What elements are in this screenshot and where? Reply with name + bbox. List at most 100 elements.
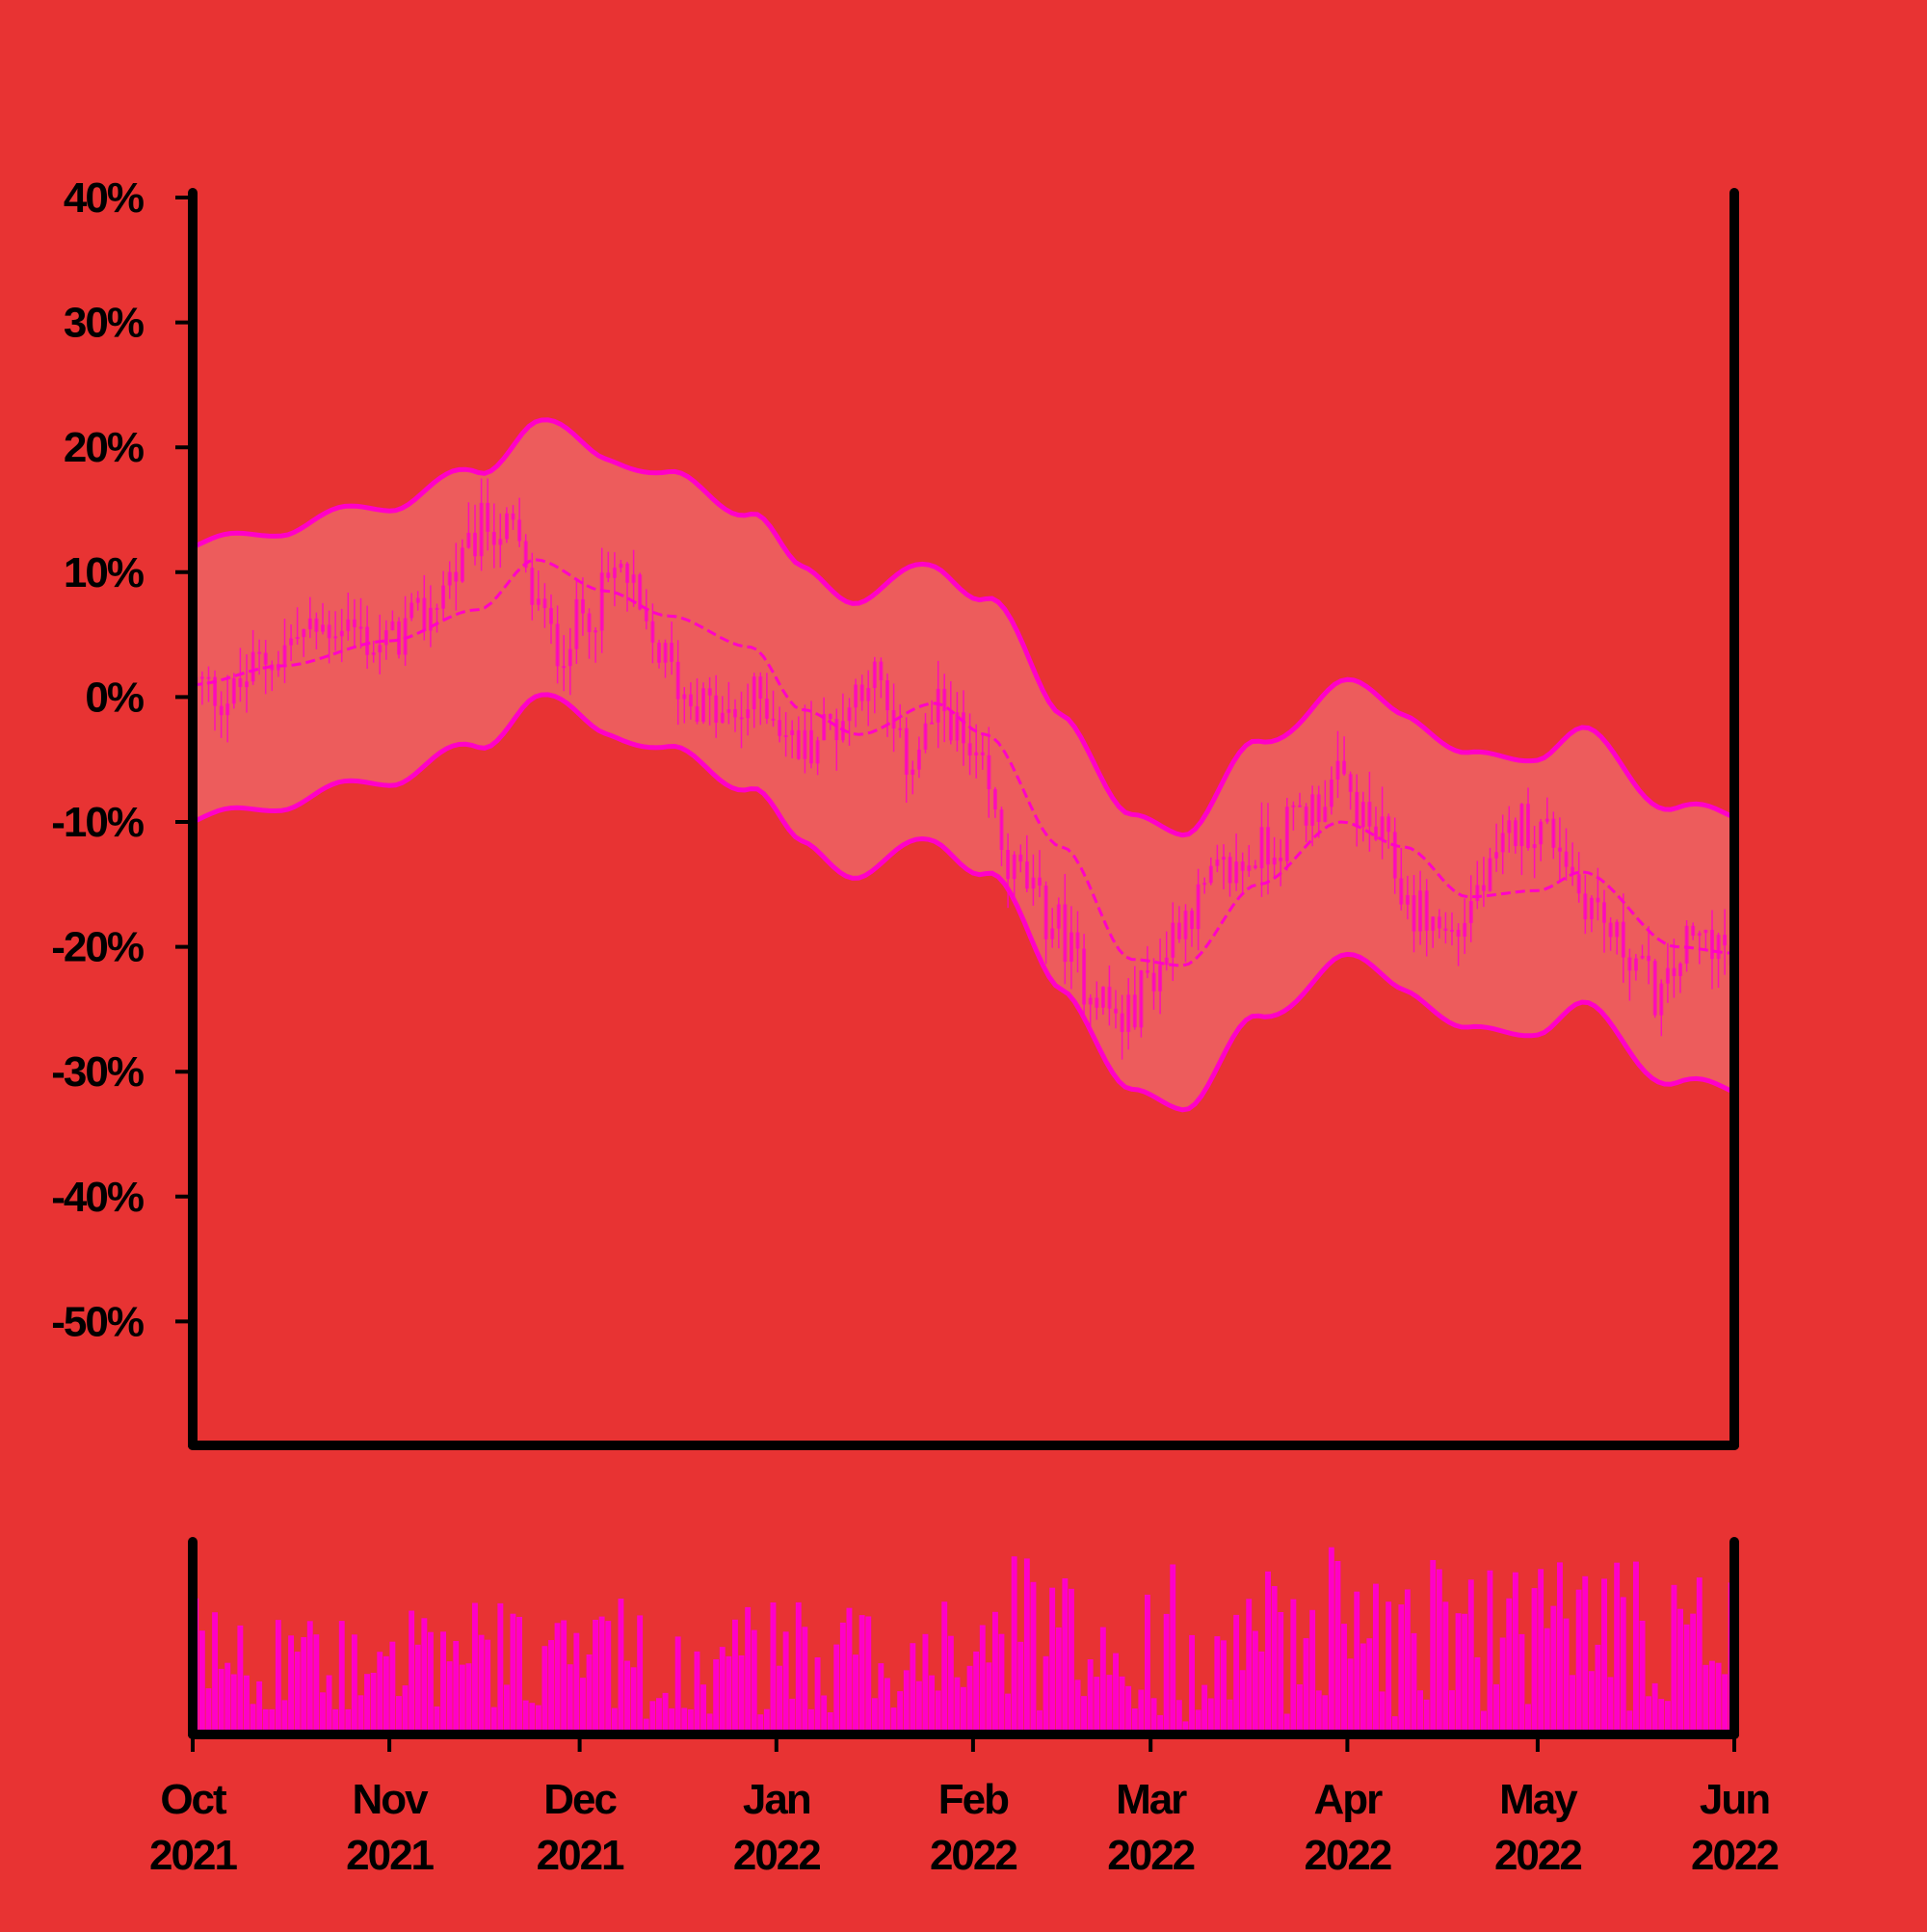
volume-bar <box>915 1681 922 1730</box>
volume-bar <box>1125 1685 1132 1730</box>
volume-bar <box>1201 1684 1208 1730</box>
candle-body <box>302 628 306 638</box>
volume-bar <box>1252 1630 1258 1730</box>
volume-bar <box>738 1654 745 1730</box>
volume-bar <box>1043 1655 1049 1730</box>
candle-body <box>1063 904 1068 963</box>
candle-body <box>1291 805 1296 807</box>
volume-bar <box>732 1619 738 1730</box>
volume-bar <box>890 1707 897 1730</box>
volume-bar <box>827 1712 833 1730</box>
volume-bar <box>198 1630 205 1730</box>
candle-body <box>1475 885 1480 901</box>
x-tick-label-year: 2022 <box>1107 1832 1194 1879</box>
volume-bar <box>1011 1556 1017 1730</box>
candle-body <box>967 743 972 755</box>
volume-bar <box>1366 1638 1373 1730</box>
candle-body <box>447 571 452 586</box>
candle-body <box>1710 929 1714 960</box>
volume-bar <box>1677 1608 1683 1730</box>
volume-bar <box>1664 1701 1671 1730</box>
bollinger-upper-line <box>191 417 1736 838</box>
candle-body <box>987 754 991 789</box>
candle-body <box>1316 794 1321 822</box>
candle-body <box>980 752 985 755</box>
volume-bar <box>719 1647 726 1730</box>
volume-bar <box>224 1662 231 1730</box>
volume-bar <box>998 1633 1005 1730</box>
candle-body <box>701 688 706 722</box>
volume-bar <box>1227 1699 1233 1730</box>
volume-bar <box>1373 1583 1379 1730</box>
candle-body <box>378 645 383 653</box>
volume-bar <box>1081 1696 1087 1730</box>
volume-bar <box>1544 1628 1550 1730</box>
volume-bar <box>1570 1675 1575 1730</box>
candle-body <box>1120 1013 1124 1032</box>
volume-bar <box>1113 1653 1119 1730</box>
y-tick-label: 30% <box>64 300 144 347</box>
candle-body <box>1399 878 1404 905</box>
candle-body <box>542 598 547 608</box>
volume-bar <box>554 1623 561 1730</box>
y-tick-label: -10% <box>51 799 144 846</box>
volume-bar <box>1150 1698 1157 1730</box>
candle-body <box>1659 983 1664 1016</box>
candle-body <box>1132 994 1137 1028</box>
candle-body <box>1418 890 1423 932</box>
candle-body <box>796 729 801 759</box>
candle-body <box>1323 807 1328 822</box>
volume-bar <box>1087 1659 1094 1730</box>
volume-bar <box>1099 1627 1106 1730</box>
candle-body <box>587 613 592 632</box>
volume-bar <box>275 1620 281 1730</box>
candle-body <box>771 718 776 721</box>
candle-body <box>606 572 611 578</box>
candle-body <box>1691 925 1696 937</box>
candle-body <box>1038 877 1042 886</box>
volume-bar <box>1138 1689 1145 1730</box>
volume-bar <box>802 1627 808 1730</box>
volume-bar <box>782 1631 789 1730</box>
volume-bar <box>1297 1684 1303 1730</box>
volume-bar <box>1233 1614 1240 1730</box>
volume-bar <box>440 1631 446 1730</box>
volume-bar <box>973 1651 980 1730</box>
volume-bar <box>1131 1708 1138 1730</box>
candle-body <box>1703 929 1708 934</box>
volume-bar <box>878 1663 884 1730</box>
y-tick-label: 20% <box>64 424 144 471</box>
candle-body <box>206 676 211 679</box>
candle-body <box>511 513 515 520</box>
volume-bar <box>1588 1671 1595 1730</box>
volume-bar <box>1449 1690 1455 1730</box>
volume-bar <box>1195 1709 1201 1730</box>
volume-bar <box>402 1685 409 1730</box>
candle-body <box>866 688 871 701</box>
candle-body <box>1056 904 1061 929</box>
candle-body <box>1126 994 1131 1032</box>
volume-bar <box>1531 1588 1538 1730</box>
volume-bar <box>1221 1640 1227 1730</box>
candle-body <box>1526 804 1530 849</box>
candle-body <box>936 688 940 723</box>
candle-body <box>1196 884 1201 930</box>
candle-body <box>1208 865 1213 884</box>
candle-body <box>321 624 325 632</box>
candle-body <box>1716 935 1721 960</box>
candle-body <box>809 729 813 764</box>
volume-bar <box>1658 1699 1665 1730</box>
candle-body <box>435 607 439 610</box>
candle-body <box>746 709 751 719</box>
candle-body <box>1202 883 1207 886</box>
x-tick-label-year: 2022 <box>1494 1832 1581 1879</box>
candle-body <box>257 651 262 654</box>
volume-bar <box>777 1665 782 1730</box>
candle-body <box>1652 961 1657 1016</box>
volume-bar <box>1359 1643 1366 1730</box>
candle-body <box>733 709 737 718</box>
volume-bar <box>643 1718 649 1730</box>
x-tick-label-month: Dec <box>543 1776 617 1823</box>
candle-body <box>1392 832 1397 879</box>
candle-body <box>1222 857 1226 860</box>
